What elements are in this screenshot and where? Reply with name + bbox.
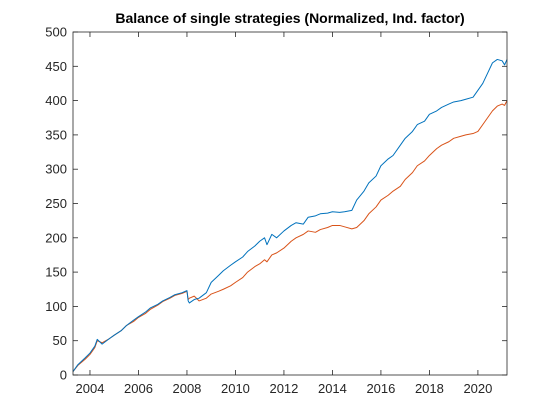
series-line-1: [72, 58, 508, 372]
x-tick-label: 2014: [318, 381, 347, 396]
series-layer: [72, 58, 508, 372]
chart-title: Balance of single strategies (Normalized…: [115, 10, 464, 26]
axes-layer: 0 50 100 150 200 250 300 350 400 450 500 2004 2006 20…: [45, 25, 508, 396]
y-tick-label: 300: [45, 162, 67, 177]
x-tick-label: 2010: [221, 381, 250, 396]
x-tick-label: 2008: [172, 381, 201, 396]
y-tick-label: 450: [45, 59, 67, 74]
series-line-2: [72, 100, 508, 372]
y-tick-label: 200: [45, 230, 67, 245]
y-tick-label: 50: [53, 333, 67, 348]
x-tick-label: 2018: [415, 381, 444, 396]
y-tick-label: 250: [45, 196, 67, 211]
x-tick-label: 2006: [124, 381, 153, 396]
y-tick-label: 500: [45, 25, 67, 40]
y-tick-label: 150: [45, 265, 67, 280]
x-tick-label: 2012: [269, 381, 298, 396]
x-tick-label: 2020: [463, 381, 492, 396]
x-tick-label: 2004: [76, 381, 105, 396]
plot-area: [73, 32, 507, 375]
y-tick-label: 100: [45, 299, 67, 314]
y-tick-label: 0: [60, 368, 67, 383]
y-tick-label: 400: [45, 93, 67, 108]
y-tick-label: 350: [45, 127, 67, 142]
x-tick-label: 2016: [366, 381, 395, 396]
